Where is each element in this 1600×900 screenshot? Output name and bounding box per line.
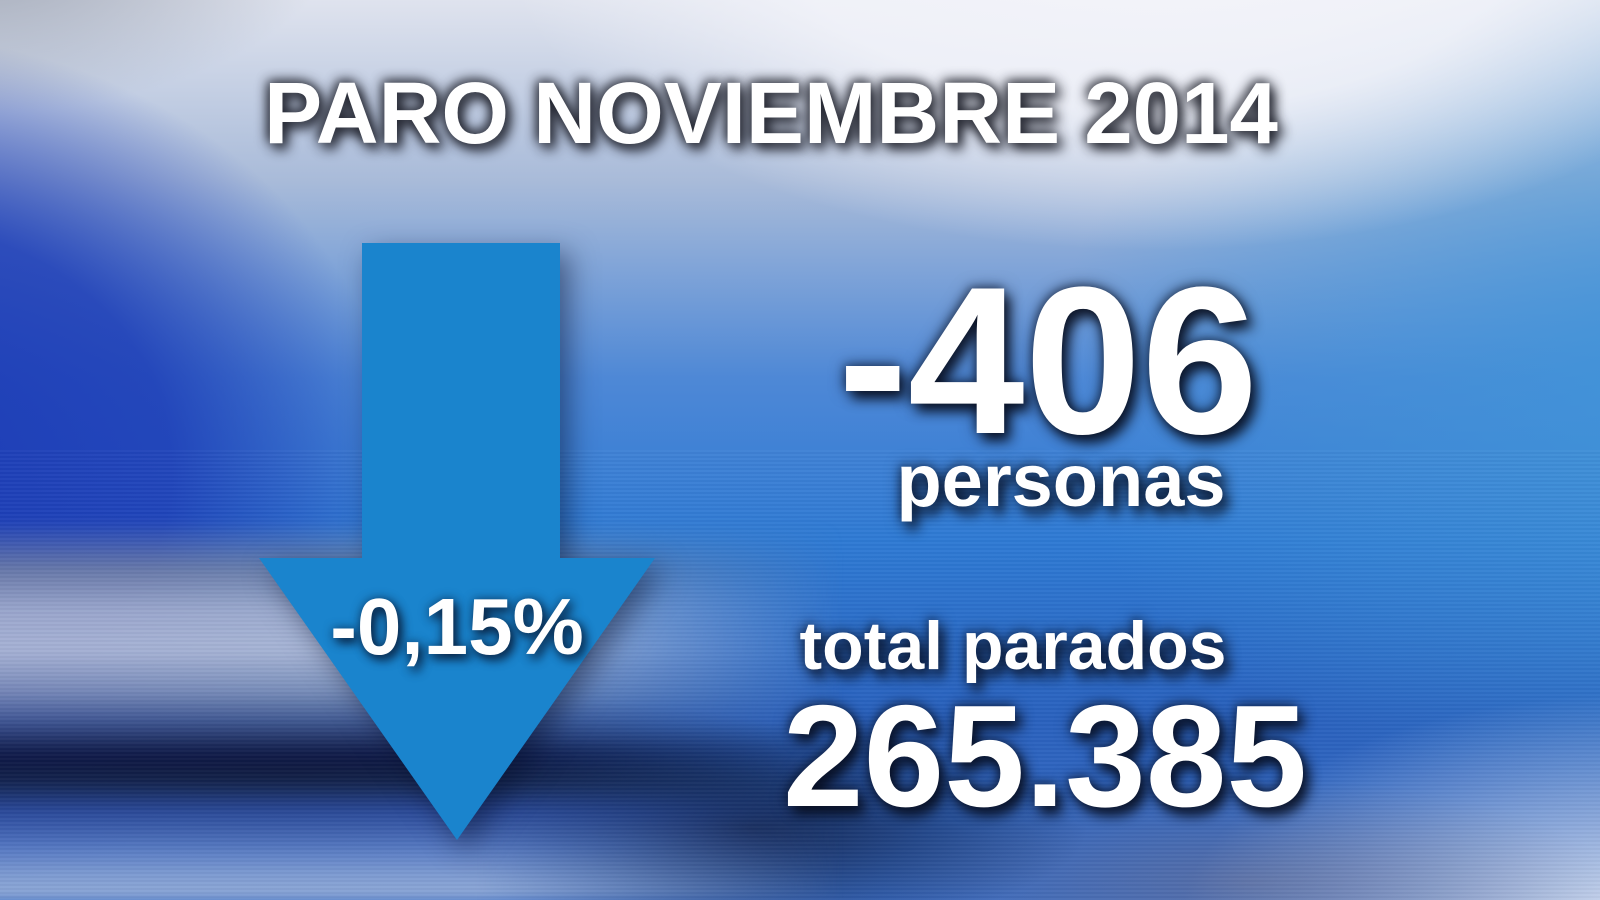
monthly-change-unit: personas bbox=[896, 439, 1226, 522]
total-unemployed-value: 265.385 bbox=[782, 675, 1308, 837]
down-arrow-shape bbox=[259, 243, 655, 840]
page-title: PARO NOVIEMBRE 2014 bbox=[264, 65, 1278, 162]
background-scanlines bbox=[0, 450, 1600, 900]
down-arrow-icon: -0,15% bbox=[257, 243, 657, 843]
down-arrow-polygon bbox=[259, 243, 655, 840]
total-unemployed-label: total parados bbox=[799, 608, 1227, 684]
percent-change-label: -0,15% bbox=[330, 582, 584, 671]
monthly-change-value: -406 bbox=[837, 243, 1259, 478]
